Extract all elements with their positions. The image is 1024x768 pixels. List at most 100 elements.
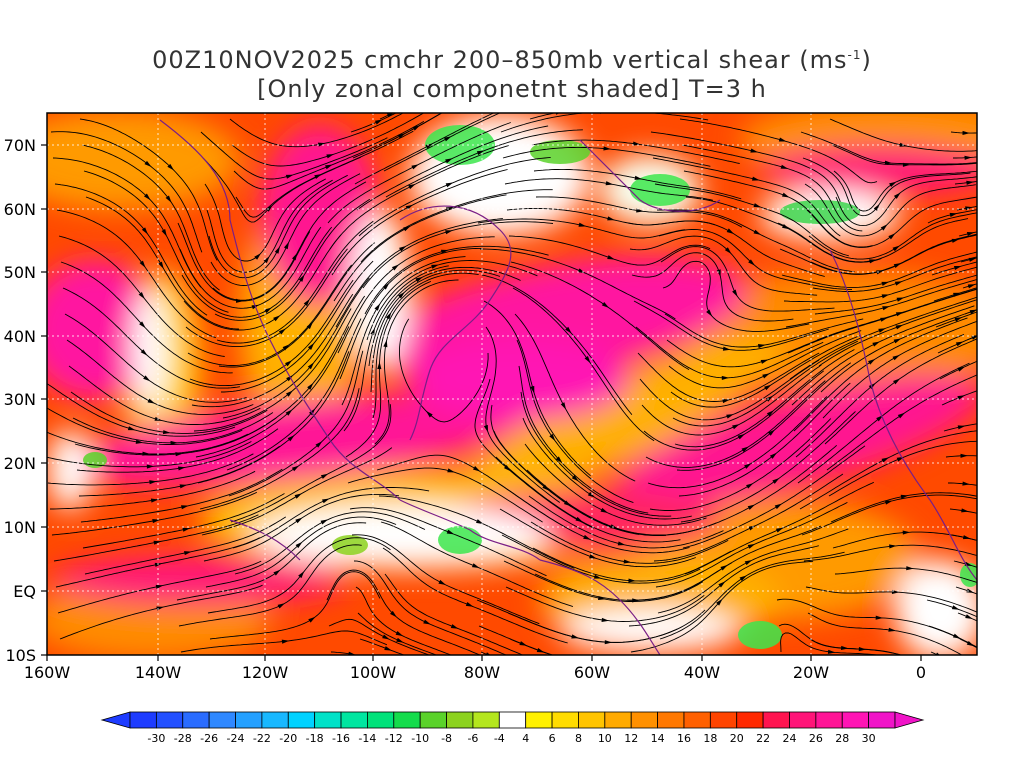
streamline-arrow — [139, 260, 146, 268]
colorbar-cell — [578, 711, 606, 729]
colorbar-label: 28 — [835, 732, 849, 745]
title-line-2: [Only zonal componetnt shaded] T=3 h — [257, 75, 767, 103]
streamline-arrow — [762, 373, 770, 379]
colorbar-cell — [419, 711, 447, 729]
streamline-arrow — [374, 119, 383, 125]
colorbar-max-arrow — [894, 711, 925, 729]
colorbar-cell — [129, 711, 157, 729]
streamline-arrow — [138, 292, 145, 300]
lon-label-0: 0 — [916, 663, 926, 682]
streamline-arrow — [286, 375, 294, 382]
streamline-arrow — [893, 192, 901, 199]
streamline-arrow — [285, 174, 294, 179]
streamline-arrow — [282, 344, 290, 351]
streamline-arrow — [954, 317, 963, 322]
streamline-arrow — [751, 176, 760, 181]
streamline-arrow — [397, 133, 406, 139]
streamline-arrow — [583, 534, 591, 540]
streamline-arrow — [179, 484, 188, 489]
streamline-arrow — [563, 500, 572, 507]
colorbar-cell — [287, 711, 316, 729]
streamline-arrow — [445, 230, 453, 235]
streamline-arrow — [951, 605, 960, 610]
colorbar-label: -14 — [358, 732, 376, 745]
streamline-arrow — [403, 225, 411, 232]
colorbar: -30 -28 -26 -24 -22 -20 -18 -16 -14 -12 -10 -8 -6 -4 4… — [100, 711, 925, 745]
lon-label-100w: 100W — [350, 663, 397, 682]
colorbar-label: 20 — [730, 732, 744, 745]
streamline-arrow — [600, 507, 609, 513]
streamline-arrow — [391, 264, 400, 271]
lat-label-10s: 10S — [5, 646, 36, 665]
streamline-arrow — [744, 463, 752, 469]
title-line-1: 00Z10NOV2025 cmchr 200–850mb vertical sh… — [0, 46, 1024, 74]
streamline-arrow — [292, 252, 298, 261]
streamline-arrow — [952, 633, 961, 639]
streamline-arrow — [739, 575, 747, 582]
streamline-arrow — [889, 181, 897, 188]
lat-label-60n: 60N — [4, 200, 36, 219]
colorbar-label: 10 — [598, 732, 612, 745]
streamline-arrow — [295, 517, 303, 524]
streamline-arrow — [283, 241, 290, 250]
streamline-arrow — [555, 456, 563, 464]
streamline-arrow — [706, 309, 713, 317]
streamline-arrow — [623, 559, 632, 564]
streamline-arrow — [617, 541, 626, 546]
streamline-arrow — [732, 424, 740, 430]
streamline-arrow — [181, 505, 189, 510]
streamline-arrow — [294, 493, 303, 499]
streamline-arrow — [565, 326, 572, 334]
streamline-arrow — [868, 358, 876, 365]
colorbar-cell — [182, 711, 210, 729]
streamline-arrow — [841, 645, 849, 651]
streamline-arrow — [748, 259, 756, 266]
streamline-arrow — [888, 627, 896, 632]
colorbar-label: 14 — [651, 732, 665, 745]
streamline-arrow — [264, 307, 272, 314]
grid-lines — [47, 113, 977, 655]
lon-label-160w: 160W — [24, 663, 71, 682]
streamline-arrow — [951, 238, 960, 243]
streamline-arrow — [285, 409, 293, 416]
streamline-arrow — [893, 378, 901, 385]
streamline-arrow — [882, 306, 890, 311]
streamline — [529, 113, 557, 120]
streamline-arrow — [732, 289, 738, 297]
streamline-arrow — [277, 603, 286, 609]
streamline-arrow — [827, 649, 836, 654]
streamline-arrow — [384, 646, 392, 651]
streamline-arrow — [476, 150, 485, 156]
lon-label-120w: 120W — [242, 663, 289, 682]
colorbar-label: -12 — [385, 732, 403, 745]
streamline-arrow — [884, 160, 893, 165]
colorbar-cell — [314, 711, 342, 729]
streamline-arrow — [560, 402, 567, 410]
streamline-arrow — [303, 298, 310, 307]
streamline-arrow — [966, 180, 974, 185]
streamline-arrow — [146, 464, 155, 469]
colorbar-label: 4 — [522, 732, 529, 745]
lat-label-eq: EQ — [13, 582, 36, 601]
streamline-arrow — [295, 541, 303, 549]
colorbar-cell — [446, 711, 474, 729]
colorbar-cell — [683, 711, 711, 729]
streamline — [930, 651, 939, 655]
streamline-arrow — [307, 342, 315, 350]
streamline-arrow — [780, 164, 789, 169]
streamline-arrow — [571, 475, 579, 482]
streamline-arrow — [766, 410, 774, 417]
colorbar-label: -30 — [147, 732, 165, 745]
colorbar-label: 24 — [782, 732, 796, 745]
streamline-arrow — [317, 142, 326, 147]
streamline-arrow — [892, 245, 900, 252]
streamline-arrow — [399, 245, 407, 252]
streamline-arrow — [888, 233, 896, 240]
shear-shading — [47, 113, 977, 655]
streamline-arrow — [601, 617, 610, 622]
colorbar-cell — [235, 711, 263, 729]
streamline-arrow — [170, 440, 178, 445]
streamline-arrow — [718, 581, 726, 588]
streamline-arrow — [348, 651, 356, 655]
streamline-arrow — [183, 551, 192, 556]
